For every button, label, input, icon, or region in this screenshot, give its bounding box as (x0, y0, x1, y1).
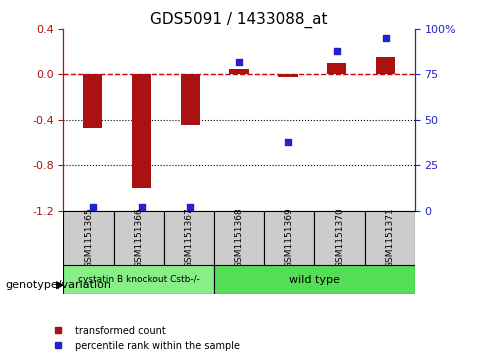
Bar (229, 69, 249, 74)
FancyBboxPatch shape (365, 211, 415, 265)
Text: wild type: wild type (289, 274, 340, 285)
FancyBboxPatch shape (114, 211, 164, 265)
Legend: transformed count, percentile rank within the sample: transformed count, percentile rank withi… (44, 322, 244, 355)
Bar (181, 74, 200, 126)
FancyBboxPatch shape (264, 211, 314, 265)
Text: ▶: ▶ (56, 280, 64, 290)
Text: GSM1151366: GSM1151366 (134, 207, 143, 268)
Point (235, 59, 243, 65)
Text: GSM1151371: GSM1151371 (385, 207, 394, 268)
Text: GSM1151370: GSM1151370 (335, 207, 344, 268)
Bar (132, 74, 151, 188)
FancyBboxPatch shape (164, 211, 214, 265)
FancyBboxPatch shape (314, 211, 365, 265)
Text: GSM1151369: GSM1151369 (285, 207, 294, 268)
FancyBboxPatch shape (63, 265, 214, 294)
Text: genotype/variation: genotype/variation (5, 280, 111, 290)
Bar (83, 74, 102, 128)
Text: GSM1151367: GSM1151367 (184, 207, 193, 268)
Point (382, 35, 389, 41)
Bar (278, 74, 298, 77)
Bar (327, 63, 346, 74)
Text: GSM1151365: GSM1151365 (84, 207, 93, 268)
Point (186, 204, 194, 210)
Text: GSM1151368: GSM1151368 (235, 207, 244, 268)
Title: GDS5091 / 1433088_at: GDS5091 / 1433088_at (150, 12, 328, 28)
FancyBboxPatch shape (214, 265, 415, 294)
FancyBboxPatch shape (214, 211, 264, 265)
Text: cystatin B knockout Cstb-/-: cystatin B knockout Cstb-/- (78, 275, 200, 284)
Bar (376, 57, 395, 74)
Point (333, 48, 341, 54)
Point (284, 139, 292, 144)
Point (138, 204, 145, 210)
FancyBboxPatch shape (63, 211, 114, 265)
Point (89, 204, 97, 210)
